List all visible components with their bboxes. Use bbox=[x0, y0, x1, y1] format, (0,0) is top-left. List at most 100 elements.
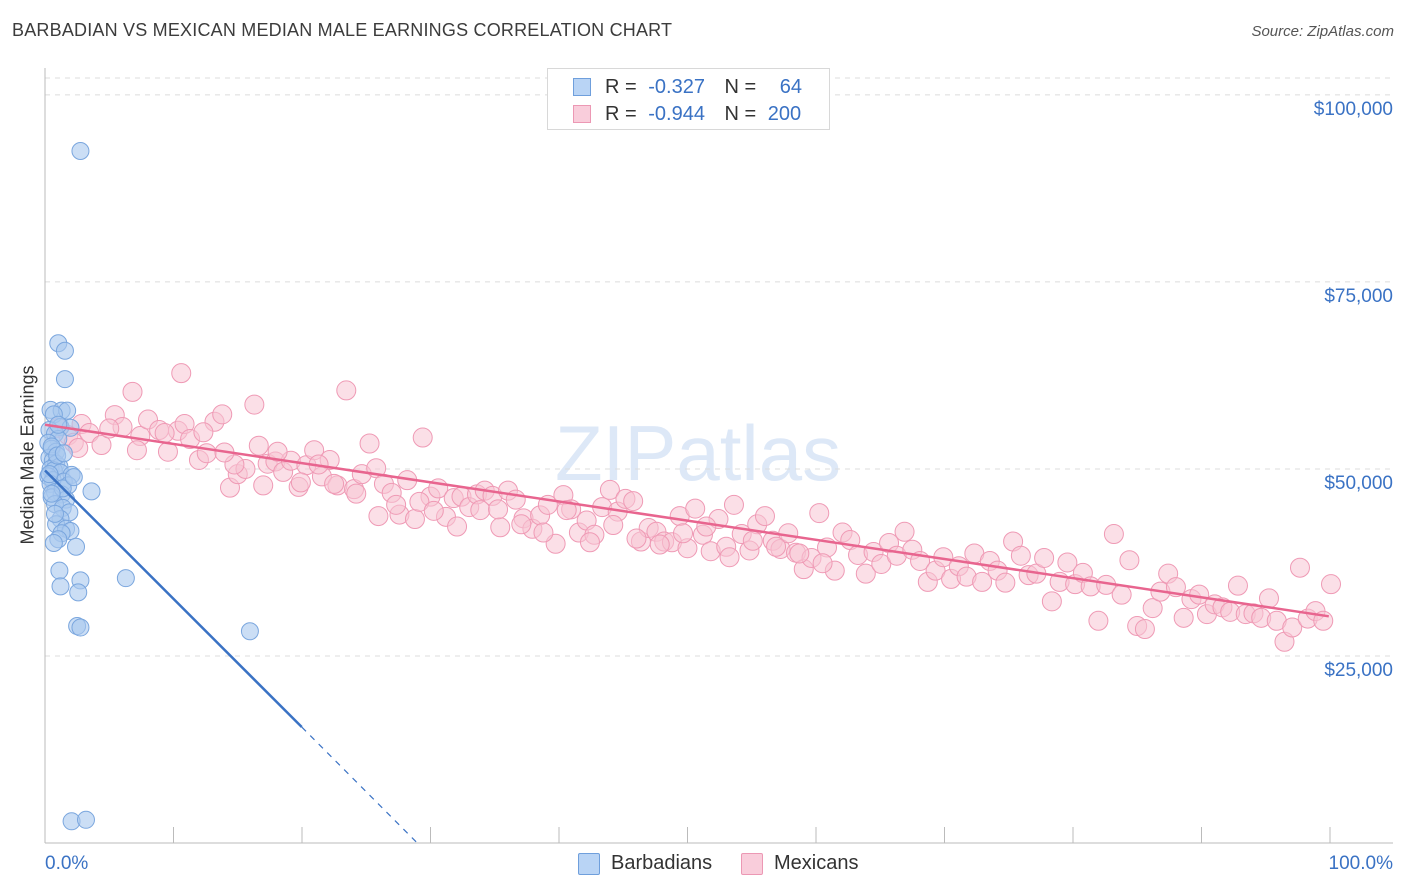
mexican-point bbox=[603, 515, 624, 536]
barbadian-point bbox=[55, 341, 74, 360]
mexican-point bbox=[267, 441, 288, 462]
y-tick-label: $100,000 bbox=[1314, 99, 1393, 120]
barbadian-point bbox=[55, 370, 74, 389]
mexican-point bbox=[1034, 547, 1055, 568]
mexican-point bbox=[1088, 610, 1109, 631]
barbadian-point bbox=[76, 810, 95, 829]
mexican-point bbox=[871, 553, 892, 574]
mexican-point bbox=[324, 473, 345, 494]
barbadian-point bbox=[71, 618, 90, 637]
mexican-point bbox=[248, 435, 269, 456]
mexican-point bbox=[812, 553, 833, 574]
mexican-point bbox=[1057, 552, 1078, 573]
mexican-point bbox=[894, 521, 915, 542]
mexican-point bbox=[171, 363, 192, 384]
chart-title: BARBADIAN VS MEXICAN MEDIAN MALE EARNING… bbox=[12, 20, 673, 40]
mexican-point bbox=[649, 534, 670, 555]
mexican-point bbox=[511, 514, 532, 535]
mexican-point bbox=[626, 528, 647, 549]
mexican-point bbox=[766, 536, 787, 557]
barbadian-point bbox=[64, 468, 83, 487]
mexican-point bbox=[423, 500, 444, 521]
barbadian-point bbox=[54, 444, 73, 463]
mexican-point bbox=[244, 394, 265, 415]
mexican-point bbox=[719, 547, 740, 568]
mexican-point bbox=[972, 571, 993, 592]
mexican-point bbox=[685, 498, 706, 519]
barbadian-point bbox=[71, 141, 90, 160]
mexican-point bbox=[126, 440, 147, 461]
correlation-legend: R = -0.327 N = 64 R = -0.944 N = 200 bbox=[547, 68, 830, 130]
mexican-point bbox=[789, 543, 810, 564]
mexican-point bbox=[1134, 619, 1155, 640]
barbadian-point bbox=[51, 577, 70, 596]
x-tick-label: 100.0% bbox=[1329, 853, 1394, 874]
mexican-point bbox=[556, 500, 577, 521]
mexican-point bbox=[1119, 550, 1140, 571]
y-tick-label: $75,000 bbox=[1324, 286, 1393, 307]
n-label: N = bbox=[724, 103, 757, 125]
mexican-point bbox=[470, 500, 491, 521]
y-tick-label: $50,000 bbox=[1324, 473, 1393, 494]
source-label: Source: ZipAtlas.com bbox=[1251, 23, 1394, 40]
mexican-point bbox=[1041, 591, 1062, 612]
barbadian-point bbox=[116, 569, 135, 588]
mexican-point bbox=[599, 479, 620, 500]
barbadian-point bbox=[44, 534, 63, 553]
barbadian-point bbox=[240, 622, 259, 641]
barbadian-trendline bbox=[44, 469, 303, 728]
mexican-point bbox=[253, 475, 274, 496]
barbadian-point bbox=[82, 482, 101, 501]
barbadian-point bbox=[50, 561, 69, 580]
barbadians-legend-swatch bbox=[578, 853, 600, 875]
mexican-point bbox=[359, 433, 380, 454]
r-label: R = bbox=[605, 76, 637, 98]
mexican-point bbox=[673, 523, 694, 544]
mexican-point bbox=[855, 563, 876, 584]
x-tick-label: 0.0% bbox=[45, 853, 88, 874]
barbadian-trendline-extension bbox=[301, 726, 418, 844]
mexican-point bbox=[1227, 575, 1248, 596]
mexicans-legend-label: Mexicans bbox=[774, 852, 859, 874]
mexican-point bbox=[1142, 598, 1163, 619]
mexican-point bbox=[1111, 584, 1132, 605]
mexican-point bbox=[196, 443, 217, 464]
mexican-trendline bbox=[44, 423, 1329, 618]
barbadian-point bbox=[45, 504, 64, 523]
mexican-point bbox=[386, 494, 407, 515]
barbadian-point bbox=[42, 484, 61, 503]
mexican-point bbox=[1010, 545, 1031, 566]
mexican-point bbox=[1289, 557, 1310, 578]
mexican-point bbox=[742, 530, 763, 551]
mexican-point bbox=[1173, 607, 1194, 628]
mexican-point bbox=[1103, 524, 1124, 545]
mexican-point bbox=[623, 491, 644, 512]
mexican-point bbox=[1321, 574, 1342, 595]
mexican-point bbox=[336, 380, 357, 401]
mexican-point bbox=[488, 499, 509, 520]
mexican-point bbox=[346, 483, 367, 504]
mexican-point bbox=[409, 491, 430, 512]
n-label: N = bbox=[724, 76, 757, 98]
mexican-point bbox=[154, 423, 175, 444]
mexicans-legend-swatch bbox=[741, 853, 763, 875]
mexican-point bbox=[723, 494, 744, 515]
mexican-point bbox=[368, 506, 389, 527]
mexican-point bbox=[193, 422, 214, 443]
mexican-point bbox=[533, 522, 554, 543]
mexican-point bbox=[490, 517, 511, 538]
y-tick-label: $25,000 bbox=[1324, 660, 1393, 681]
barbadian-point bbox=[67, 537, 86, 556]
mexican-point bbox=[696, 516, 717, 537]
mexican-point bbox=[579, 532, 600, 553]
n-value-mexicans: 200 bbox=[767, 103, 802, 125]
mexican-point bbox=[754, 506, 775, 527]
mexican-point bbox=[995, 572, 1016, 593]
watermark-atlas: atlas bbox=[676, 409, 842, 497]
mexican-point bbox=[809, 503, 830, 524]
barbadian-point bbox=[69, 583, 88, 602]
mexican-point bbox=[404, 509, 425, 530]
r-label: R = bbox=[605, 103, 637, 125]
mexican-point bbox=[1258, 588, 1279, 609]
